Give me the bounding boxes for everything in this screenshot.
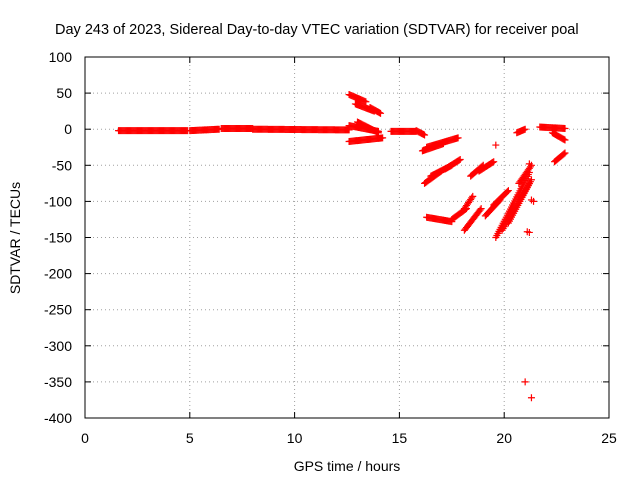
data-point [469,192,477,200]
chart-title: Day 243 of 2023, Sidereal Day-to-day VTE… [55,22,579,38]
y-tick-label: 50 [56,85,72,101]
y-tick-label: 0 [64,121,72,137]
x-axis-label: GPS time / hours [294,458,401,474]
plot-frame [84,56,610,419]
data-point [377,109,385,117]
x-tick-label: 10 [287,430,303,446]
data-point [492,141,500,149]
y-tick-label: 100 [49,49,73,65]
y-tick-label: -100 [44,193,72,209]
data-point [561,149,569,157]
data-point [490,158,498,166]
data-point [560,135,568,143]
data-point [503,188,511,196]
data-point [468,194,476,202]
data-point [521,125,529,133]
data-point [523,228,531,236]
x-tick-label: 5 [186,430,194,446]
x-tick-label: 0 [81,430,89,446]
y-axis-ticks: 100 50 0 -50 -100 -150 -200 -250 -300 -350 -400 [44,49,609,426]
data-point [527,394,535,402]
x-tick-label: 20 [496,430,512,446]
data-point [504,187,512,195]
data-point [476,206,484,214]
y-axis-label: SDTVAR / TECUs [7,182,23,294]
data-point [374,129,382,137]
y-tick-label: -150 [44,230,72,246]
data-point [362,98,370,106]
data-point [525,160,533,168]
y-tick-label: -250 [44,302,72,318]
data-point [561,124,569,132]
y-tick-label: -50 [52,157,72,173]
data-point [561,136,569,144]
data-point [560,150,568,158]
data-point [455,156,463,164]
data-point [526,163,534,171]
data-point [421,131,429,139]
data-point [456,156,464,164]
y-tick-label: -350 [44,374,72,390]
data-point [454,134,462,142]
x-tick-label: 25 [601,430,617,446]
data-point [530,197,538,205]
x-tick-label: 15 [392,430,408,446]
x-axis-ticks: 0 5 10 15 20 25 [81,57,617,446]
y-tick-label: -400 [44,410,72,426]
data-points [115,91,569,402]
data-point [489,158,497,166]
data-point [379,134,387,142]
data-point [477,205,485,213]
y-tick-label: -300 [44,338,72,354]
y-tick-label: -200 [44,266,72,282]
data-point [527,176,535,184]
data-point [521,378,529,386]
grid [85,57,609,418]
